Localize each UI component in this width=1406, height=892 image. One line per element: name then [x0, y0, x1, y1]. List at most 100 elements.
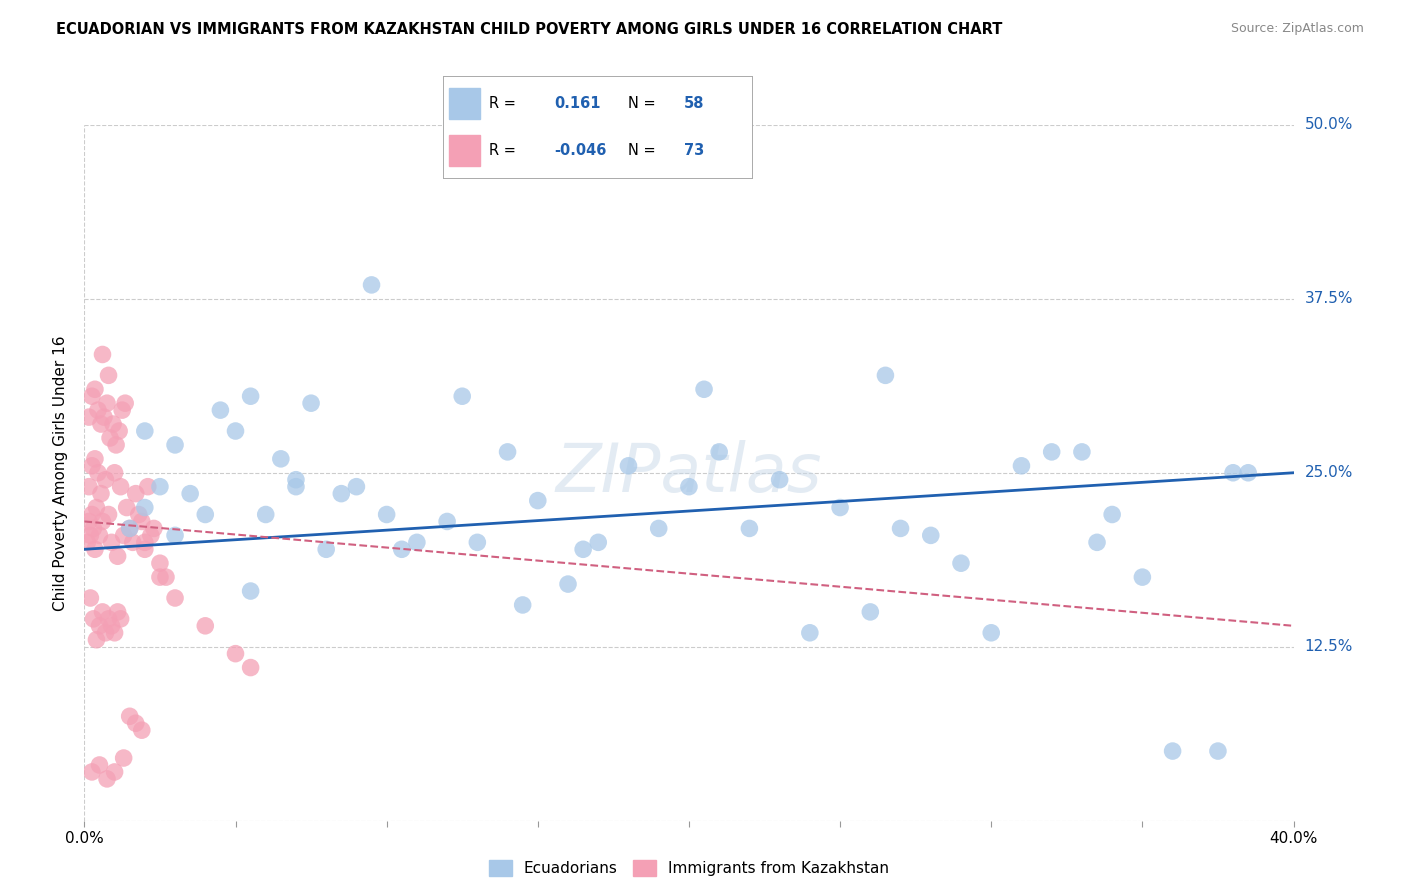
Point: [239, 660, 262, 674]
Point: [94, 473, 117, 487]
Point: [80, 458, 103, 473]
Point: [111, 403, 134, 417]
Point: [346, 480, 368, 494]
Point: [84, 542, 107, 557]
Legend: Ecuadorians, Immigrants from Kazakhstan: Ecuadorians, Immigrants from Kazakhstan: [482, 855, 896, 882]
Point: [496, 445, 519, 459]
Point: [436, 515, 458, 529]
Point: [557, 577, 579, 591]
Point: [330, 486, 353, 500]
Point: [284, 473, 308, 487]
Point: [90, 486, 112, 500]
Point: [94, 625, 117, 640]
Point: [91, 515, 114, 529]
Point: [1071, 445, 1094, 459]
Bar: [449, 136, 479, 166]
Point: [121, 535, 143, 549]
Point: [225, 424, 247, 438]
Point: [96, 772, 118, 786]
Point: [155, 570, 177, 584]
Point: [100, 535, 122, 549]
Point: [406, 535, 429, 549]
Point: [769, 473, 792, 487]
Point: [512, 598, 534, 612]
Point: [128, 508, 150, 522]
Point: [77, 410, 100, 425]
Point: [112, 751, 135, 765]
Point: [375, 508, 398, 522]
Point: [980, 625, 1002, 640]
Point: [101, 417, 124, 431]
Point: [125, 716, 148, 731]
Text: 73: 73: [685, 144, 704, 158]
Point: [107, 605, 129, 619]
Point: [451, 389, 474, 403]
Point: [875, 368, 897, 383]
Text: 12.5%: 12.5%: [1305, 640, 1353, 654]
Point: [391, 542, 413, 557]
Y-axis label: Child Poverty Among Girls Under 16: Child Poverty Among Girls Under 16: [53, 335, 69, 610]
Point: [149, 480, 172, 494]
Point: [225, 647, 247, 661]
Point: [1222, 466, 1244, 480]
Point: [1206, 744, 1229, 758]
Point: [131, 515, 153, 529]
Point: [134, 500, 156, 515]
Point: [738, 521, 761, 535]
Point: [89, 758, 111, 772]
Point: [91, 347, 114, 361]
Point: [97, 612, 120, 626]
Point: [239, 389, 262, 403]
Point: [82, 612, 104, 626]
Text: 0.161: 0.161: [554, 96, 600, 111]
Text: R =: R =: [489, 144, 516, 158]
Point: [617, 458, 640, 473]
Point: [79, 528, 101, 542]
Point: [284, 480, 308, 494]
Text: N =: N =: [628, 96, 657, 111]
Point: [104, 764, 127, 779]
Point: [239, 584, 262, 599]
Point: [588, 535, 610, 549]
Point: [139, 528, 162, 542]
Point: [108, 424, 131, 438]
Point: [467, 535, 489, 549]
Point: [125, 486, 148, 500]
Point: [112, 528, 135, 542]
Point: [799, 625, 821, 640]
Point: [194, 508, 217, 522]
Point: [96, 396, 118, 410]
Point: [87, 466, 110, 480]
Point: [107, 549, 129, 564]
Point: [80, 389, 103, 403]
Point: [105, 438, 128, 452]
Point: [131, 723, 153, 738]
Point: [179, 486, 201, 500]
Point: [86, 500, 108, 515]
Point: [165, 591, 187, 605]
Point: [1010, 458, 1032, 473]
Point: [80, 508, 103, 522]
Point: [270, 451, 292, 466]
Point: [89, 528, 111, 542]
Point: [1130, 570, 1153, 584]
Point: [194, 619, 217, 633]
Point: [80, 764, 103, 779]
Point: [1085, 535, 1108, 549]
Text: 50.0%: 50.0%: [1305, 118, 1353, 132]
Point: [104, 625, 127, 640]
Text: ECUADORIAN VS IMMIGRANTS FROM KAZAKHSTAN CHILD POVERTY AMONG GIRLS UNDER 16 CORR: ECUADORIAN VS IMMIGRANTS FROM KAZAKHSTAN…: [56, 22, 1002, 37]
Text: N =: N =: [628, 144, 657, 158]
Text: Source: ZipAtlas.com: Source: ZipAtlas.com: [1230, 22, 1364, 36]
Point: [84, 382, 107, 396]
Point: [86, 632, 108, 647]
Point: [890, 521, 912, 535]
Point: [118, 521, 141, 535]
Point: [77, 480, 100, 494]
Point: [1101, 508, 1123, 522]
Point: [254, 508, 277, 522]
Point: [90, 417, 112, 431]
Text: ZIPatlas: ZIPatlas: [555, 440, 823, 506]
Point: [709, 445, 731, 459]
Point: [315, 542, 337, 557]
